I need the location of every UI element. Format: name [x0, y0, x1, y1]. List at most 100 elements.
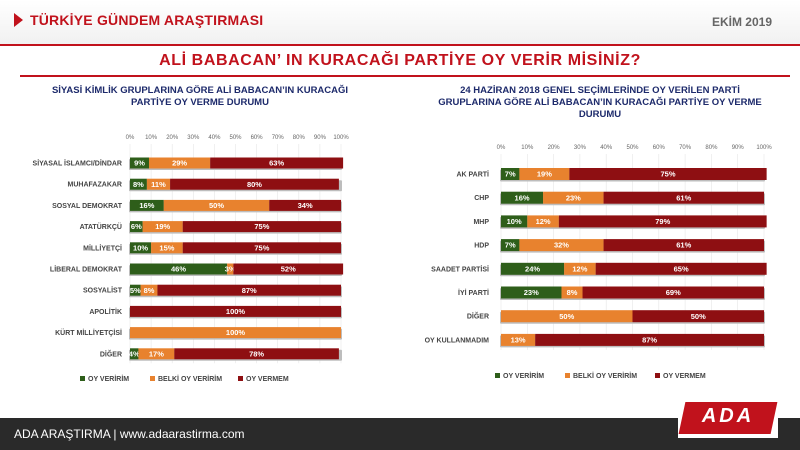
bar-segment: [157, 284, 341, 296]
x-tick-label: 100%: [333, 135, 349, 141]
category-label: AK PARTİ: [456, 171, 489, 179]
legend-label: OY VERMEM: [663, 373, 706, 380]
data-label: 12%: [536, 217, 551, 226]
x-tick-label: 80%: [705, 145, 718, 151]
data-label: 23%: [566, 193, 581, 202]
bar-segment: [130, 242, 152, 254]
header-bar: TÜRKİYE GÜNDEM ARAŞTIRMASI EKİM 2019: [0, 0, 800, 44]
bar-segment: [182, 242, 341, 254]
data-label: 61%: [676, 241, 691, 250]
category-label: APOLİTİK: [89, 308, 122, 316]
data-label: 100%: [226, 307, 246, 316]
legend-swatch: [150, 376, 155, 381]
legend-label: OY VERİRİM: [503, 372, 544, 380]
bar-segment: [501, 215, 528, 228]
bar-segment: [130, 348, 139, 360]
bar-segment: [501, 310, 633, 323]
data-label: 46%: [171, 265, 186, 274]
data-label: 100%: [226, 328, 246, 337]
category-label: MUHAFAZAKAR: [68, 182, 122, 189]
x-tick-label: 60%: [251, 135, 264, 141]
legend-swatch: [238, 376, 243, 381]
data-label: 19%: [537, 170, 552, 179]
bar-segment: [501, 168, 520, 180]
logo-text: ADA: [701, 405, 755, 427]
x-tick-label: 10%: [521, 145, 534, 151]
data-label: 3%: [225, 265, 236, 274]
bar-segment: [142, 221, 183, 233]
x-tick-label: 0%: [126, 135, 135, 141]
category-label: SOSYALİST: [83, 287, 123, 295]
x-tick-label: 90%: [732, 145, 745, 151]
bar-segment: [146, 178, 171, 190]
data-label: 50%: [209, 201, 224, 210]
bar-segment: [501, 262, 565, 275]
bar-segment: [269, 199, 341, 211]
category-label: OY KULLANMADIM: [425, 337, 490, 344]
data-label: 75%: [660, 170, 675, 179]
bar-segment: [138, 348, 175, 360]
category-label: İYİ PARTİ: [458, 289, 489, 297]
data-label: 9%: [134, 159, 145, 168]
data-label: 65%: [674, 264, 689, 273]
data-label: 10%: [133, 243, 148, 252]
x-tick-label: 30%: [574, 145, 587, 151]
category-label: SAADET PARTİSİ: [431, 265, 489, 273]
data-label: 12%: [572, 264, 587, 273]
data-label: 10%: [507, 217, 522, 226]
data-label: 50%: [559, 312, 574, 321]
bar-segment: [233, 263, 344, 275]
bar-segment: [558, 215, 767, 228]
x-tick-label: 100%: [756, 145, 772, 151]
bar-segment: [501, 239, 520, 252]
bar-segment: [130, 305, 341, 317]
bar-segment: [130, 284, 141, 296]
bar-segment: [151, 242, 183, 254]
data-label: 29%: [172, 159, 187, 168]
data-label: 8%: [144, 286, 155, 295]
data-label: 7%: [505, 241, 516, 250]
header-divider: [0, 44, 800, 46]
legend-swatch: [655, 373, 660, 378]
data-label: 15%: [159, 243, 174, 252]
category-label: DİĞER: [100, 349, 122, 358]
legend-label: BELKİ OY VERİRİM: [158, 375, 222, 383]
category-label: DİĞER: [467, 312, 489, 321]
data-label: 87%: [642, 336, 657, 345]
data-label: 23%: [524, 288, 539, 297]
data-label: 24%: [525, 264, 540, 273]
data-label: 32%: [554, 241, 569, 250]
bar-segment: [227, 263, 234, 275]
bar-segment: [603, 191, 764, 204]
data-label: 34%: [298, 201, 313, 210]
category-label: KÜRT MİLLİYETÇİSİ: [55, 328, 122, 337]
bar-segment: [527, 215, 559, 228]
bar-segment: [130, 157, 149, 169]
chevron-right-icon: [14, 13, 23, 27]
chart-right-title: 24 HAZİRAN 2018 GENEL SEÇİMLERİNDE OY VE…: [438, 85, 762, 120]
bar-segment: [595, 262, 767, 275]
x-tick-label: 50%: [229, 135, 242, 141]
legend-label: BELKİ OY VERİRİM: [573, 372, 637, 380]
footer-text: ADA ARAŞTIRMA | www.adaarastirma.com: [14, 427, 245, 441]
legend-swatch: [565, 373, 570, 378]
legend-swatch: [495, 373, 500, 378]
brand-title: TÜRKİYE GÜNDEM ARAŞTIRMASI: [30, 12, 264, 28]
main-title: ALİ BABACAN’ IN KURACAĞI PARTİYE OY VERİ…: [159, 52, 641, 69]
bar-segment: [130, 327, 341, 339]
bar-segment: [130, 199, 164, 211]
data-label: 16%: [139, 201, 154, 210]
data-label: 63%: [269, 159, 284, 168]
bar-segment: [535, 333, 764, 346]
bar-segment: [182, 221, 341, 233]
data-label: 13%: [511, 336, 526, 345]
bar-segment: [569, 168, 767, 180]
legend-label: OY VERİRİM: [88, 375, 129, 383]
data-label: 5%: [130, 286, 141, 295]
category-label: MHP: [473, 219, 489, 226]
data-label: 79%: [655, 217, 670, 226]
x-tick-label: 10%: [145, 135, 158, 141]
x-tick-label: 40%: [208, 135, 221, 141]
bar-segment: [632, 310, 764, 323]
bar-segment: [564, 262, 596, 275]
